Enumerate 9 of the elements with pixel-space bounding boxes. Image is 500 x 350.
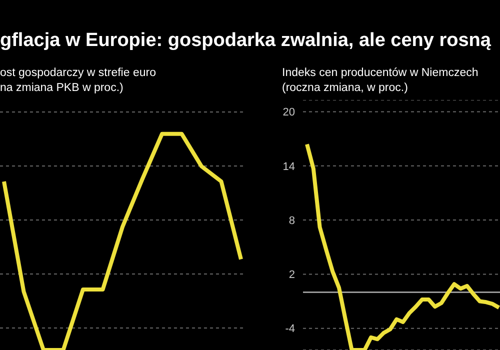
y-tick-label: 14 [282, 160, 295, 173]
y-tick-label: 8 [288, 214, 295, 227]
chart-subtitle: Indeks cen producentów w Niemczech (roczna zmiana, w proc.) [282, 66, 478, 96]
y-tick-label: -4 [285, 323, 295, 336]
line-series [305, 142, 500, 350]
y-tick-label: 20 [282, 106, 295, 119]
chart-title: gflacja w Europie: gospodarka zwalnia, ale ceny rosną [0, 30, 491, 52]
y-tick-label: 2 [288, 269, 295, 282]
chart-subtitle: ost gospodarczy w strefie euro na zmiana PKB w proc.) [0, 66, 156, 96]
